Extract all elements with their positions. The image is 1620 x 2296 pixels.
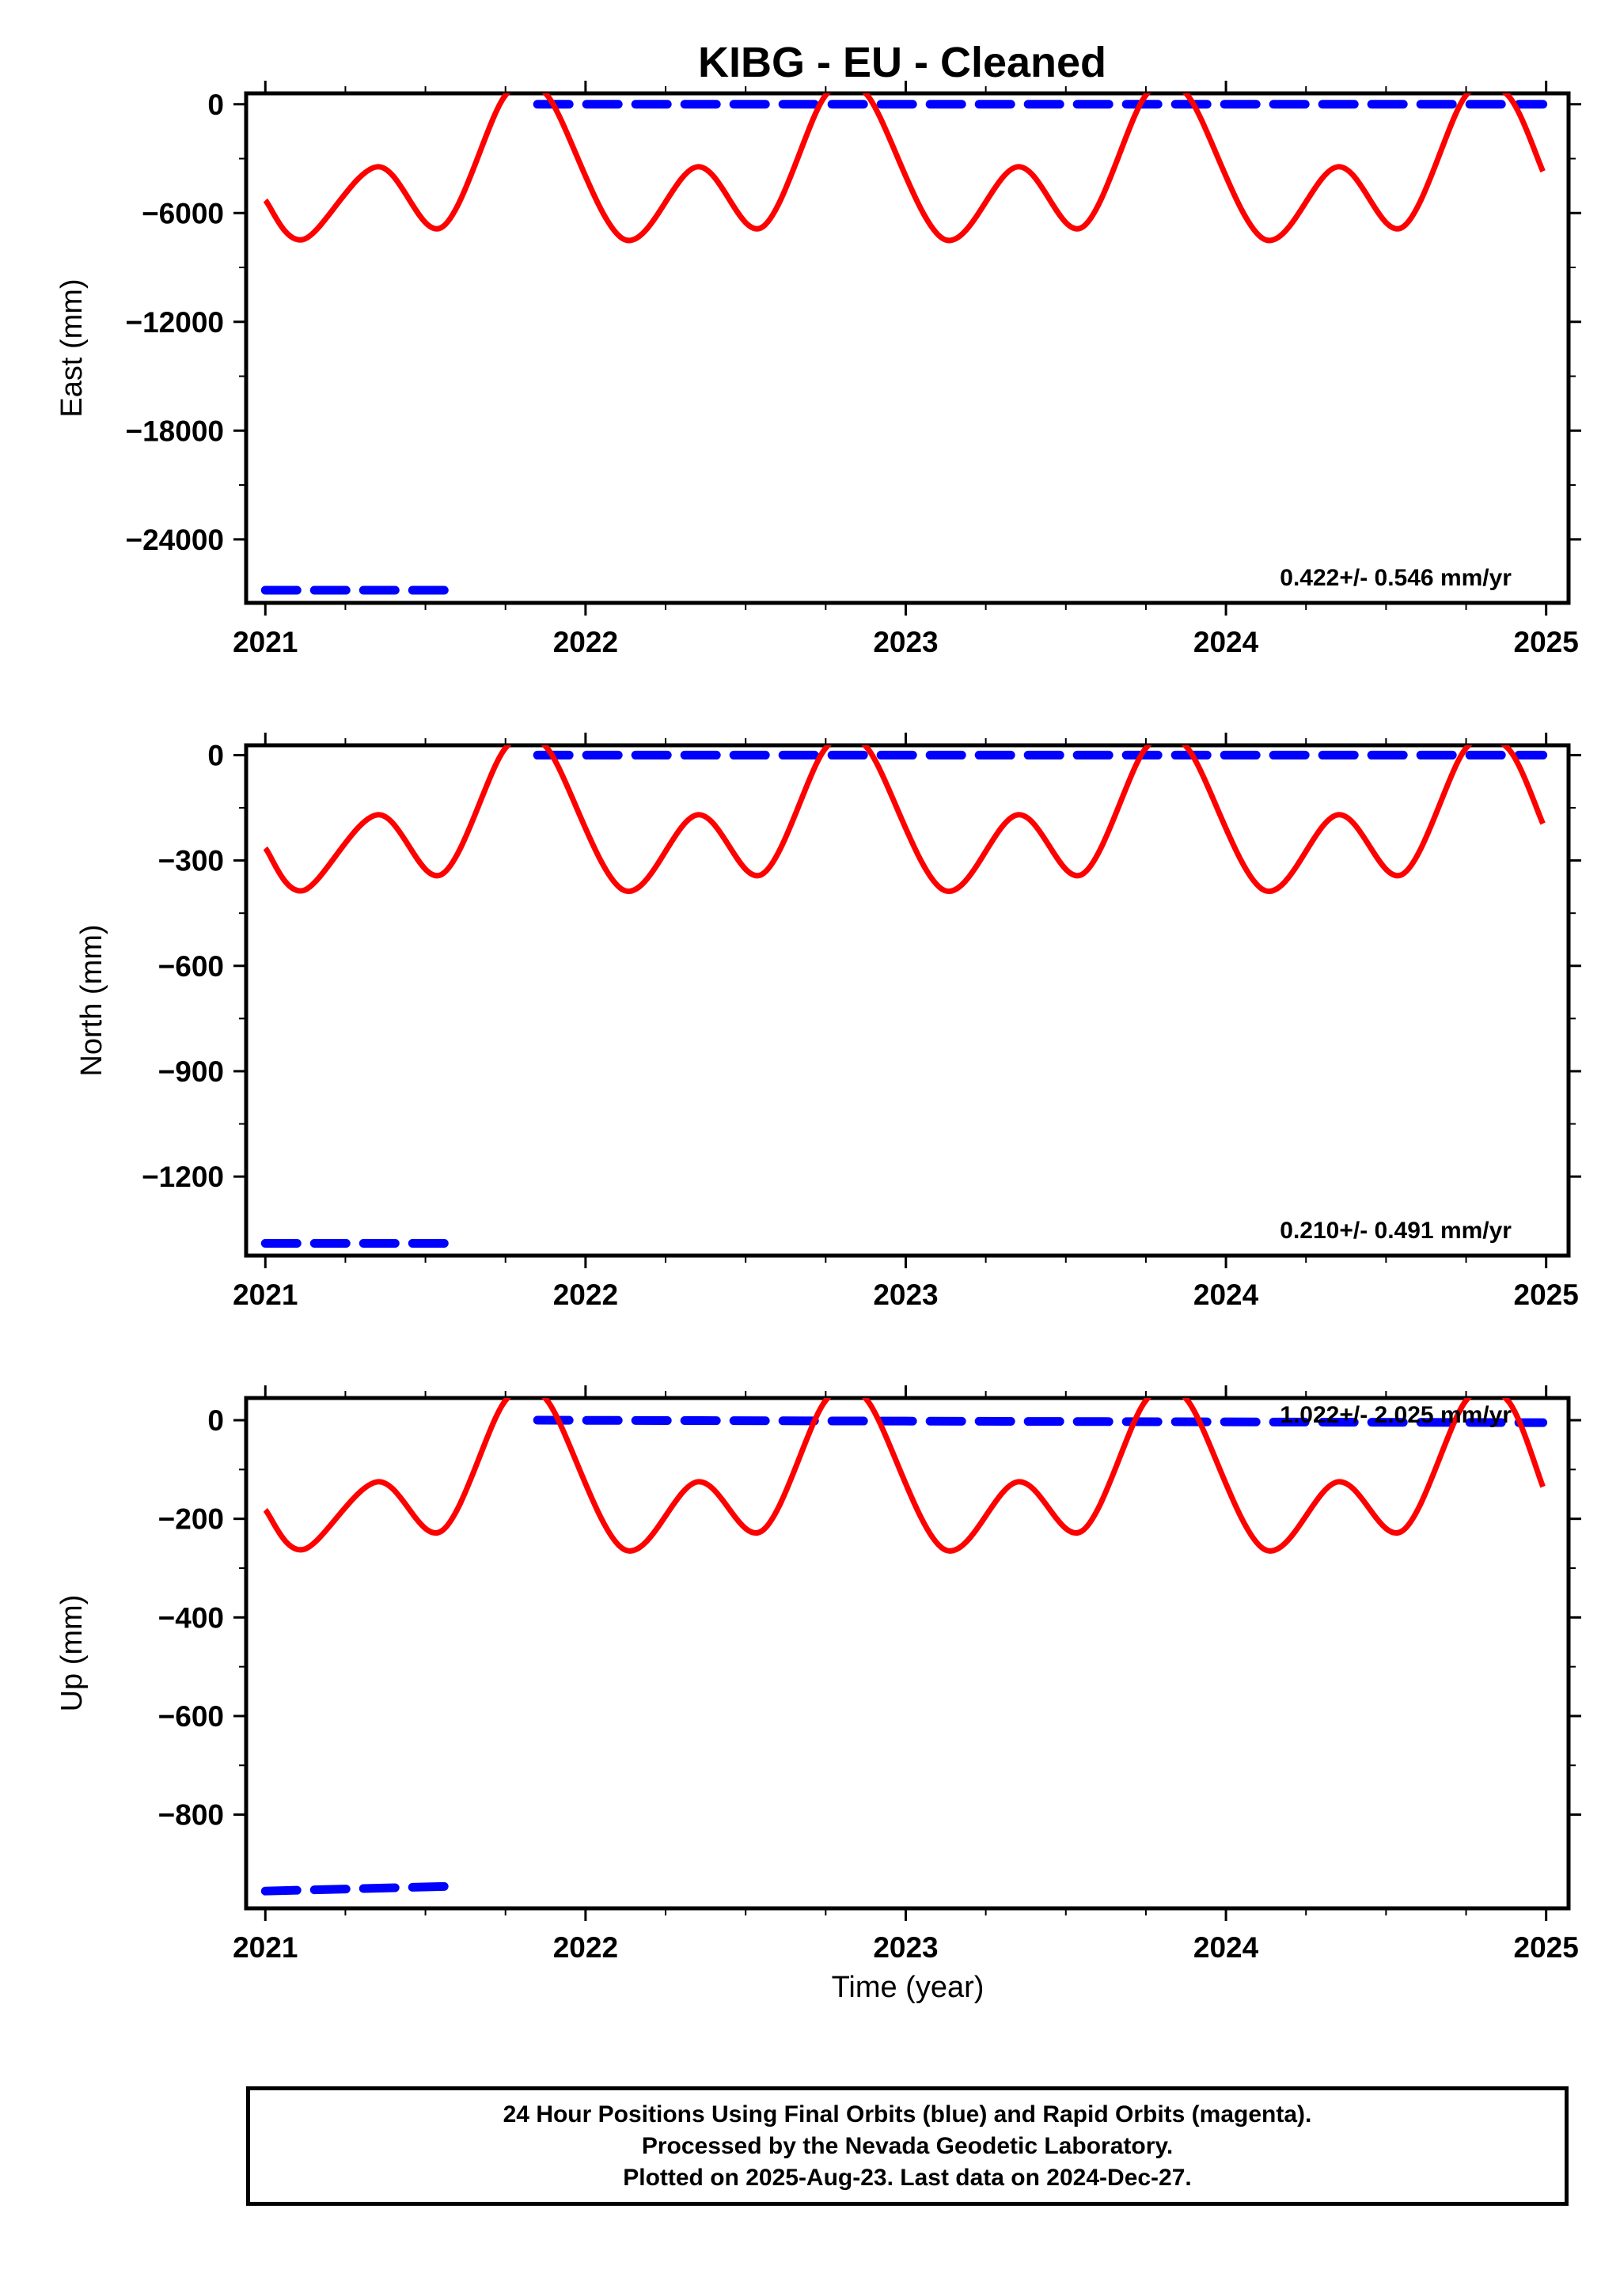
y-tick-label: −900 [158, 1055, 224, 1088]
north-panel: 2021 2022 2023 2024 2025 0 −300 −600 −900 −1200 N… [75, 733, 1581, 1311]
x-tick-label: 2024 [1193, 1279, 1259, 1311]
x-tick-label: 2022 [553, 1931, 618, 1964]
north-axis-label: North (mm) [75, 924, 108, 1076]
up-marks [260, 1398, 1548, 1896]
footer-line-2: Processed by the Nevada Geodetic Laborat… [641, 2132, 1174, 2159]
y-tick-label: 0 [207, 89, 224, 121]
y-tick-label: −400 [158, 1601, 224, 1634]
final-orbit-positions [260, 1881, 462, 1896]
y-tick-label: −12000 [126, 306, 225, 339]
y-tick-label: −600 [158, 1700, 224, 1733]
up-plot-frame [244, 1396, 1571, 1911]
east-marks [260, 93, 1548, 595]
footer-line-3: Plotted on 2025-Aug-23. Last data on 202… [623, 2164, 1192, 2191]
east-ticks: 2021 2022 2023 2024 2025 0 −6000 −12000 −18000 −2… [126, 81, 1581, 658]
y-tick-label: −1200 [142, 1161, 224, 1193]
east-panel: 2021 2022 2023 2024 2025 0 −6000 −12000 −18000 −2… [55, 81, 1581, 658]
x-tick-label: 2024 [1193, 1931, 1259, 1964]
up-panel: 2021 2022 2023 2024 2025 0 −200 −400 −600 −800 Up… [55, 1385, 1581, 1964]
x-tick-label: 2023 [873, 626, 938, 658]
x-tick-label: 2021 [233, 1931, 298, 1964]
y-tick-label: 0 [207, 1404, 224, 1437]
y-tick-label: −24000 [126, 524, 225, 556]
up-rate-label: 1.022+/- 2.025 mm/yr [1280, 1402, 1512, 1428]
y-tick-label: 0 [207, 739, 224, 771]
y-tick-label: −18000 [126, 415, 225, 447]
x-tick-label: 2025 [1514, 1279, 1579, 1311]
x-tick-label: 2025 [1514, 1931, 1579, 1964]
up-ticks: 2021 2022 2023 2024 2025 0 −200 −400 −600 −800 [158, 1385, 1581, 1964]
figure-title: KIBG - EU - Cleaned [698, 39, 1106, 86]
x-tick-label: 2023 [873, 1279, 938, 1311]
x-axis-title: Time (year) [832, 1971, 985, 2004]
east-axis-label: East (mm) [55, 278, 89, 417]
north-rate-label: 0.210+/- 0.491 mm/yr [1280, 1218, 1512, 1244]
x-tick-label: 2025 [1514, 626, 1579, 658]
model-curve [263, 1398, 1546, 1554]
y-tick-label: −200 [158, 1503, 224, 1536]
x-tick-label: 2024 [1193, 626, 1259, 658]
up-axis-label: Up (mm) [55, 1595, 89, 1712]
x-tick-label: 2023 [873, 1931, 938, 1964]
footer-line-1: 24 Hour Positions Using Final Orbits (bl… [503, 2101, 1312, 2127]
y-tick-label: −600 [158, 950, 224, 983]
north-plot-frame [244, 743, 1571, 1258]
x-tick-label: 2022 [553, 1279, 618, 1311]
y-tick-label: −6000 [142, 197, 224, 229]
y-tick-label: −800 [158, 1799, 224, 1832]
east-rate-label: 0.422+/- 0.546 mm/yr [1280, 565, 1512, 591]
north-marks [260, 745, 1548, 1248]
east-plot-frame [244, 91, 1571, 605]
model-curve [263, 745, 1546, 895]
north-ticks: 2021 2022 2023 2024 2025 0 −300 −600 −900 −1200 [142, 733, 1581, 1311]
y-tick-label: −300 [158, 845, 224, 877]
footer-box: 24 Hour Positions Using Final Orbits (bl… [246, 2086, 1569, 2206]
final-orbit-positions [533, 1415, 1548, 1427]
x-tick-label: 2021 [233, 626, 298, 658]
x-tick-label: 2022 [553, 626, 618, 658]
model-curve [263, 93, 1546, 244]
x-tick-label: 2021 [233, 1279, 298, 1311]
